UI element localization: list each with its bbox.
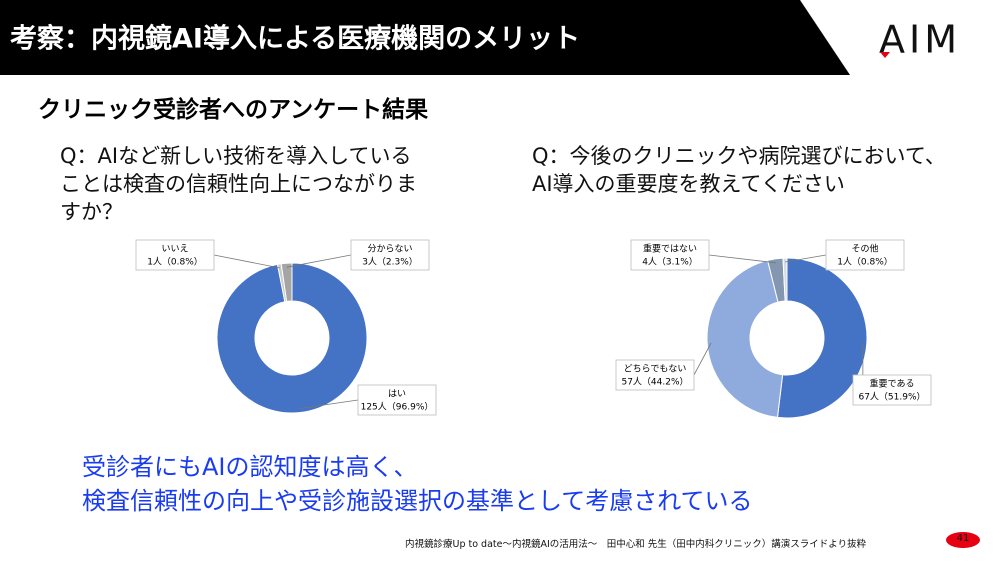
label-box [852, 374, 932, 406]
value-label: 67人（51.9%） [858, 392, 925, 403]
label-box [825, 239, 905, 271]
donut-segment [706, 259, 784, 418]
value-label: 57人（44.2%） [621, 377, 688, 388]
category-label: その他 [851, 243, 878, 255]
logo-accent [880, 52, 890, 58]
footer: 内視鏡診療Up to date～内視鏡AIの活用法～ 田中心和 先生（田中内科ク… [405, 539, 867, 550]
category-label: 分からない [367, 244, 412, 255]
value-label: 125人（96.9%） [361, 402, 434, 413]
page-number: 41 [946, 532, 980, 548]
question: Q：今後のクリニックや病院選びにおいて、AI導入の重要度を教えてください [532, 144, 946, 196]
leader-line [286, 254, 352, 268]
leader-line [785, 254, 827, 263]
leader-line [298, 399, 359, 410]
conclusion: 受診者にもAIの認知度は高く、 検査信頼性の向上や受診施設選択の基準として考慮さ… [82, 450, 753, 518]
label-box [350, 239, 430, 271]
category-label: 重要ではない [643, 243, 697, 255]
label-box [135, 239, 215, 271]
header-shape [0, 0, 850, 75]
question: Q：AIなど新しい技術を導入していることは検査の信頼性向上につながりますか？ [60, 144, 417, 224]
conclusion-line: 受診者にもAIの認知度は高く、 [82, 453, 418, 481]
header-title: 考察：内視鏡AI導入による医療機関のメリット [10, 23, 580, 55]
conclusion-line: 検査信頼性の向上や受診施設選択の基準として考慮されている [82, 487, 753, 515]
value-label: 4人（3.1%） [642, 257, 698, 268]
donut-segment [280, 262, 293, 302]
donut-segment [776, 257, 868, 419]
value-label: 3人（2.3%） [362, 257, 418, 268]
donut-segment [782, 257, 788, 302]
label-box [357, 384, 437, 416]
leader-line [693, 342, 712, 376]
category-label: いいえ [161, 244, 188, 255]
donut-chart: 重要である 67人（51.9%） どちらでもない 57人（44.2%） 重要ではない 4人… [615, 239, 932, 419]
category-label: 重要である [870, 378, 915, 390]
label-box [630, 239, 710, 271]
logo: AIM [879, 18, 961, 62]
donut-chart: はい 125人（96.9%） いいえ 1人（0.8%） 分からない 3人（2.3%） [135, 239, 437, 416]
leader-line [708, 254, 776, 264]
donut-segment [216, 262, 368, 414]
label-box [615, 359, 695, 391]
value-label: 1人（0.8%） [147, 257, 203, 268]
category-label: どちらでもない [624, 364, 687, 375]
leader-line [213, 254, 281, 269]
header-bar: 考察：内視鏡AI導入による医療機関のメリット AIM [0, 0, 961, 75]
subtitle: クリニック受診者へのアンケート結果 [38, 97, 429, 123]
value-label: 1人（0.8%） [837, 257, 893, 268]
category-label: はい [388, 389, 406, 400]
